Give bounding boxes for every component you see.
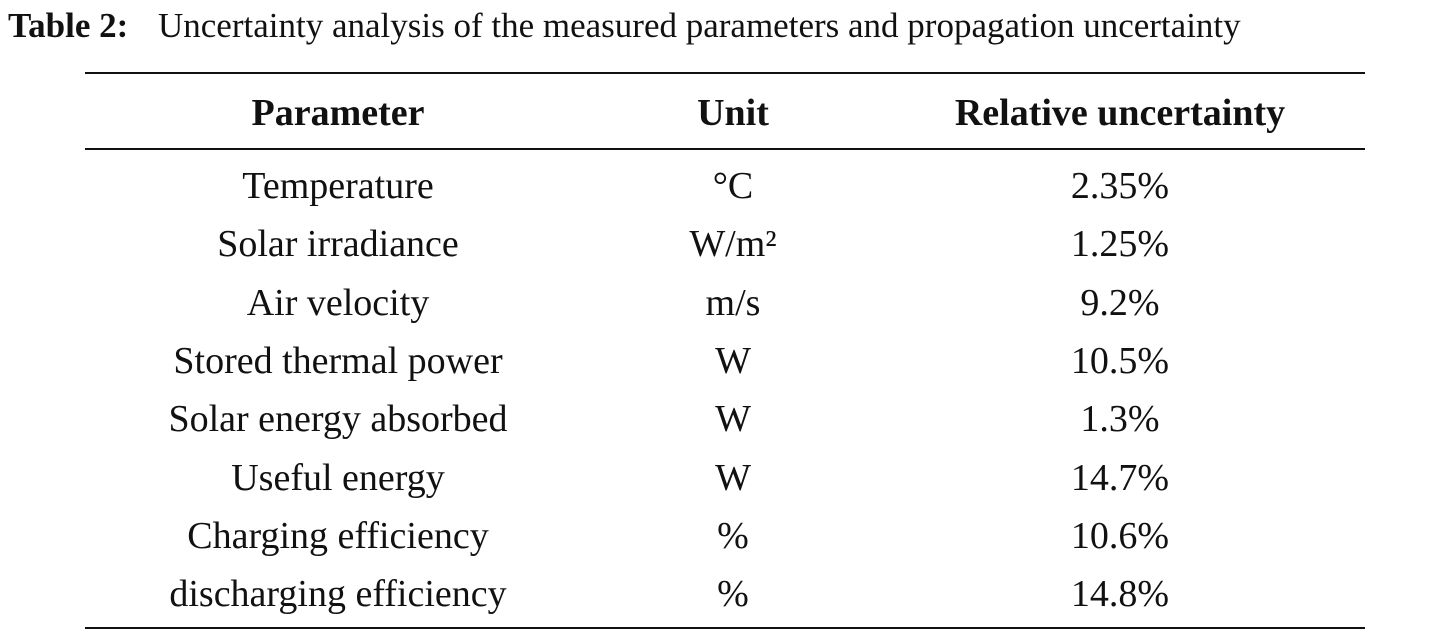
unit-cell: W xyxy=(715,398,751,441)
caption-text: Uncertainty analysis of the measured par… xyxy=(158,6,1241,45)
unit-cell: % xyxy=(717,573,749,616)
header-cell: Parameter xyxy=(251,92,425,134)
unit-cell: °C xyxy=(712,165,754,207)
uncertainty-cell: 10.5% xyxy=(1070,339,1170,382)
unit-cell: W/m² xyxy=(689,223,777,266)
caption-label: Table 2: xyxy=(8,6,129,45)
uncertainty-cell: 1.25% xyxy=(1070,223,1170,266)
unit-cell: W xyxy=(715,339,751,382)
mid-rule xyxy=(85,148,1365,150)
parameter-cell: Useful energy xyxy=(231,456,445,499)
parameter-cell: discharging efficiency xyxy=(169,573,507,616)
bottom-rule xyxy=(85,627,1365,629)
uncertainty-cell: 1.3% xyxy=(1080,398,1160,441)
unit-cell: m/s xyxy=(705,281,761,324)
uncertainty-cell: 9.2% xyxy=(1080,281,1160,324)
unit-cell: W xyxy=(715,456,751,499)
uncertainty-cell: 14.7% xyxy=(1070,456,1170,499)
unit-cell: % xyxy=(717,514,749,557)
header-cell: Unit xyxy=(697,92,769,134)
parameter-cell: Stored thermal power xyxy=(173,339,503,382)
parameter-cell: Air velocity xyxy=(246,281,430,324)
uncertainty-cell: 14.8% xyxy=(1070,573,1170,616)
parameter-cell: Temperature xyxy=(242,165,434,207)
header-cell: Relative uncertainty xyxy=(954,92,1286,134)
top-rule xyxy=(85,72,1365,74)
parameter-cell: Solar energy absorbed xyxy=(168,398,508,441)
uncertainty-cell: 10.6% xyxy=(1070,514,1170,557)
parameter-cell: Charging efficiency xyxy=(187,514,489,557)
parameter-cell: Solar irradiance xyxy=(217,223,459,266)
uncertainty-cell: 2.35% xyxy=(1070,165,1170,207)
